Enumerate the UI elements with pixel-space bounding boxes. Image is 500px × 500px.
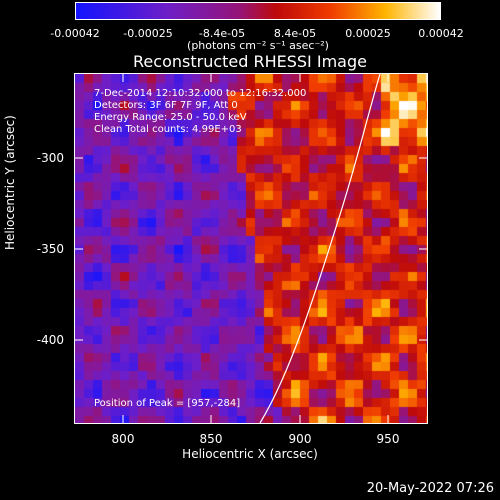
info-energy-range: Energy Range: 25.0 - 50.0 keV bbox=[94, 112, 247, 123]
x-tick-label: 800 bbox=[111, 432, 135, 446]
y-tick-label: -350 bbox=[36, 242, 64, 256]
colorbar-tick-3: 8.4e-05 bbox=[273, 27, 317, 40]
colorbar-tick-4: 0.00025 bbox=[345, 27, 391, 40]
colorbar-tick-2: -8.4e-05 bbox=[198, 27, 246, 40]
info-clean-counts: Clean Total counts: 4.99E+03 bbox=[94, 124, 242, 135]
x-tick-label: 850 bbox=[199, 432, 223, 446]
render-timestamp: 20-May-2022 07:26 bbox=[366, 481, 494, 496]
colorbar-tick-1: -0.00025 bbox=[123, 27, 173, 40]
reconstructed-image bbox=[75, 74, 427, 423]
colorbar-tick-0: -0.00042 bbox=[50, 27, 100, 40]
y-tick-label: -400 bbox=[36, 333, 64, 347]
x-tick-label: 900 bbox=[288, 432, 312, 446]
x-tick-label: 950 bbox=[376, 432, 400, 446]
plot-title: Reconstructed RHESSI Image bbox=[133, 52, 367, 71]
colorbar-unit-label: (photons cm⁻² s⁻¹ asec⁻²) bbox=[187, 39, 329, 52]
x-axis-title: Heliocentric X (arcsec) bbox=[182, 447, 318, 461]
image-plot-area bbox=[74, 73, 428, 424]
peak-position-label: Position of Peak = [957,-284] bbox=[94, 398, 241, 409]
info-time-range: 7-Dec-2014 12:10:32.000 to 12:16:32.000 bbox=[94, 88, 307, 99]
solar-limb-line bbox=[259, 74, 381, 423]
info-detectors: Detectors: 3F 6F 7F 9F, Att 0 bbox=[94, 100, 238, 111]
y-tick-label: -300 bbox=[36, 151, 64, 165]
colorbar-tick-5: 0.00042 bbox=[418, 27, 464, 40]
colorbar bbox=[75, 2, 441, 20]
y-axis-title: Heliocentric Y (arcsec) bbox=[3, 115, 17, 250]
